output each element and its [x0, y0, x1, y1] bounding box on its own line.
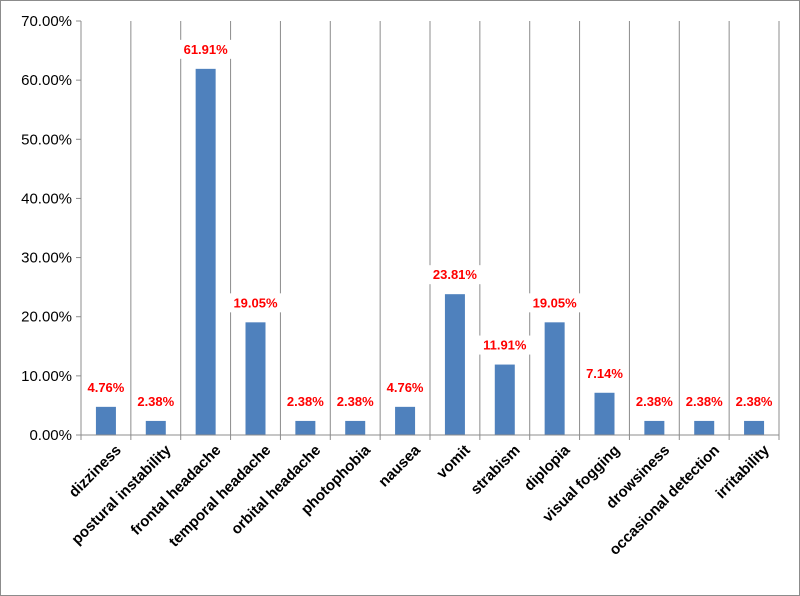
grid-lines — [130, 21, 780, 435]
bar — [395, 406, 416, 435]
data-label-background — [227, 293, 284, 313]
data-label: 11.91% — [483, 338, 527, 353]
data-label: 2.38% — [686, 394, 723, 409]
data-label-background — [680, 391, 729, 411]
data-label-background — [381, 377, 430, 397]
axes — [76, 20, 780, 440]
x-category-label: frontal headache — [128, 442, 225, 539]
bar — [195, 68, 216, 436]
bar — [694, 420, 715, 435]
data-label-background — [476, 335, 533, 355]
bar — [345, 420, 366, 435]
data-label: 61.91% — [184, 42, 229, 57]
data-label-background — [331, 391, 380, 411]
y-tick-label: 70.00% — [21, 13, 72, 30]
y-tick-label: 0.00% — [29, 427, 72, 444]
data-label-background — [427, 265, 483, 285]
data-label: 19.05% — [233, 295, 278, 310]
data-label-background — [131, 391, 180, 411]
y-tick-label: 40.00% — [21, 190, 72, 207]
bar — [444, 294, 465, 435]
data-label-background — [281, 391, 330, 411]
y-tick-label: 30.00% — [21, 250, 72, 267]
x-category-label: nausea — [375, 441, 424, 490]
data-label: 2.38% — [337, 394, 374, 409]
y-tick-label: 10.00% — [21, 368, 72, 385]
data-label: 2.38% — [137, 394, 174, 409]
data-label-background — [730, 391, 779, 411]
bar — [145, 420, 166, 435]
bar — [295, 420, 316, 435]
data-label: 23.81% — [433, 267, 478, 282]
bar — [95, 406, 116, 435]
bar — [494, 364, 515, 435]
data-label-background — [580, 363, 629, 383]
bar — [594, 392, 615, 435]
x-category-label: irritability — [713, 441, 774, 502]
bars — [95, 68, 765, 436]
data-label-background — [81, 377, 130, 397]
bar — [744, 420, 765, 435]
y-tick-labels: 0.00% 10.00% 20.00% 30.00% 40.00% 50.00% 60.00… — [21, 13, 72, 444]
x-category-label: vomit — [433, 442, 473, 482]
data-label: 4.76% — [387, 380, 424, 395]
data-label: 4.76% — [87, 380, 124, 395]
bar — [245, 322, 266, 435]
y-tick-label: 50.00% — [21, 131, 72, 148]
x-category-label: strabism — [467, 442, 523, 498]
x-category-label: orbital headache — [228, 442, 324, 538]
bar — [644, 420, 665, 435]
data-label: 2.38% — [636, 394, 673, 409]
data-label-background — [526, 293, 583, 313]
data-labels: 4.76% 2.38% 61.91% 19.05% 2.38% 2.38% 4.76% 23.… — [81, 39, 779, 411]
data-label: 2.38% — [287, 394, 324, 409]
data-label: 2.38% — [736, 394, 773, 409]
y-tick-label: 60.00% — [21, 72, 72, 89]
data-label: 7.14% — [586, 366, 623, 381]
data-label-background — [630, 391, 679, 411]
bar — [544, 322, 565, 435]
data-label-background — [177, 39, 234, 59]
data-label: 19.05% — [533, 295, 578, 310]
y-tick-label: 20.00% — [21, 309, 72, 326]
